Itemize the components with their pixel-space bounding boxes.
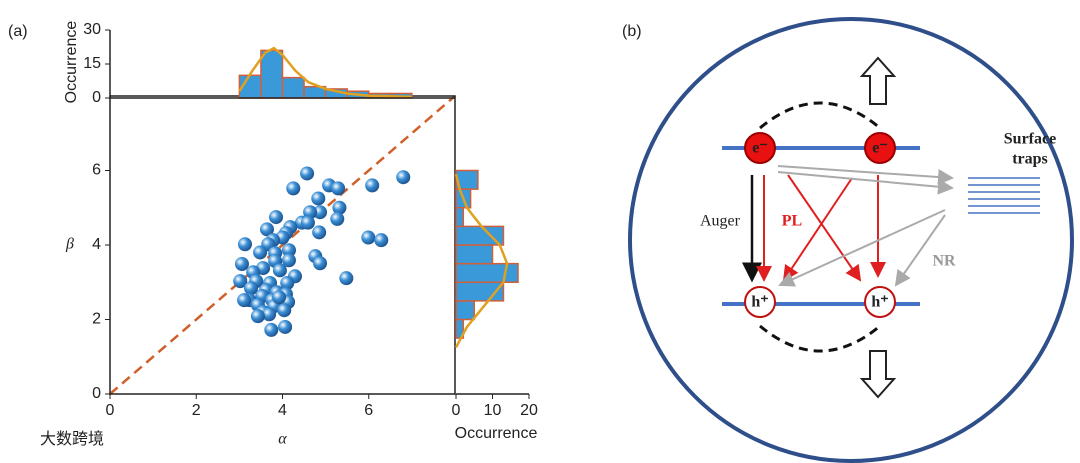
point <box>278 319 293 334</box>
electron <box>864 132 896 164</box>
x-tick-label: 0 <box>452 402 461 419</box>
point <box>311 191 326 206</box>
point <box>339 271 354 286</box>
bar <box>455 169 479 190</box>
point <box>332 200 347 215</box>
y-tick-label: 30 <box>83 21 101 38</box>
point <box>281 243 296 258</box>
hole-label: h⁺ <box>751 294 768 311</box>
fit-curve <box>454 173 509 349</box>
x-tick-label: 2 <box>192 402 201 419</box>
y-tick-label: 6 <box>92 162 101 179</box>
x-tick-label: 0 <box>106 402 115 419</box>
bar <box>455 262 519 283</box>
bar <box>260 49 284 99</box>
point <box>374 233 389 248</box>
boundary <box>628 17 1074 463</box>
electron <box>744 132 776 164</box>
point <box>280 275 295 290</box>
point <box>331 181 346 196</box>
fit-curve <box>238 46 412 99</box>
bar <box>455 207 465 228</box>
point <box>313 256 328 271</box>
x-axis-label: Occurrence <box>455 425 538 442</box>
point <box>281 253 296 268</box>
y-axis-label: Occurrence <box>63 21 80 104</box>
point <box>300 166 315 181</box>
bar <box>281 76 305 99</box>
point <box>259 222 274 237</box>
y-tick-label: 0 <box>92 385 101 402</box>
point <box>365 178 380 193</box>
bar <box>455 225 505 246</box>
x-tick-label: 6 <box>364 402 373 419</box>
electron-label: e⁻ <box>752 140 768 157</box>
arrow <box>894 214 946 287</box>
arc <box>759 101 881 130</box>
point <box>396 170 411 185</box>
y-axis-label: β <box>65 236 74 253</box>
point <box>330 211 345 226</box>
traps-label: Surface <box>1004 131 1056 148</box>
point <box>303 205 318 220</box>
point <box>312 225 327 240</box>
hole <box>864 286 896 318</box>
point <box>277 303 292 318</box>
bar <box>455 300 475 321</box>
y-tick-label: 0 <box>92 89 101 106</box>
x-tick-label: 4 <box>278 402 287 419</box>
arrow <box>859 56 897 105</box>
hole <box>744 286 776 318</box>
electron-label: e⁻ <box>872 140 888 157</box>
point <box>253 245 268 260</box>
point <box>244 281 259 296</box>
auger-label: Auger <box>700 213 741 230</box>
hole-label: h⁺ <box>871 294 888 311</box>
pl-label: PL <box>782 213 802 230</box>
point <box>286 181 301 196</box>
panel-label: (b) <box>622 23 642 40</box>
reference-line <box>109 95 456 395</box>
point <box>237 237 252 252</box>
x-tick-label: 10 <box>484 402 502 419</box>
diagram: e⁻ e⁻ h⁺ h⁺ Auger PL NR Surface traps <box>628 17 1074 463</box>
bar <box>455 244 494 265</box>
y-tick-label: 4 <box>92 236 101 253</box>
nr-label: NR <box>932 253 956 270</box>
point <box>264 322 279 337</box>
point <box>234 256 249 271</box>
point <box>262 307 277 322</box>
arrow <box>782 177 853 282</box>
point <box>233 274 248 289</box>
y-tick-label: 15 <box>83 55 101 72</box>
panel-label: (a) <box>8 23 28 40</box>
point <box>300 215 315 230</box>
point <box>361 230 376 245</box>
y-tick-label: 2 <box>92 311 101 328</box>
watermark: 大数跨境 <box>40 429 104 448</box>
point <box>272 263 287 278</box>
point <box>269 210 284 225</box>
x-tick-label: 20 <box>520 402 538 419</box>
point <box>250 309 265 324</box>
traps <box>968 177 1040 214</box>
arrow <box>787 174 862 282</box>
point <box>313 205 328 220</box>
arrow <box>859 350 897 399</box>
point <box>237 293 252 308</box>
x-axis-label: α <box>278 431 287 448</box>
arrow <box>777 171 954 195</box>
point <box>272 290 287 305</box>
arrow <box>778 209 946 287</box>
arrow <box>777 165 954 186</box>
traps-label: traps <box>1012 151 1048 168</box>
arc <box>759 324 881 353</box>
